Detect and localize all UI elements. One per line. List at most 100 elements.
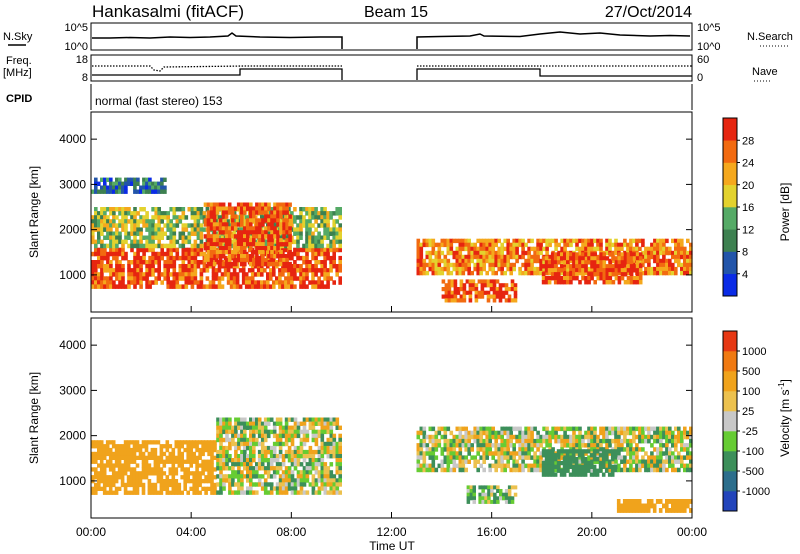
velocity-cell [428, 438, 433, 444]
velocity-cell [434, 434, 439, 440]
power-cell [154, 280, 158, 285]
velocity-cell [219, 478, 223, 483]
power-cell [199, 247, 204, 253]
velocity-cell [266, 470, 271, 475]
velocity-cell [539, 438, 543, 444]
power-cell [332, 211, 336, 216]
power-cell [235, 264, 240, 269]
velocity-cell [165, 444, 170, 449]
velocity-cell [296, 462, 301, 467]
velocity-cell [515, 463, 519, 469]
power-cell [172, 243, 177, 249]
velocity-cell [646, 508, 651, 513]
velocity-cell [159, 447, 164, 453]
power-cell [127, 211, 131, 216]
power-cell [547, 260, 552, 265]
power-cell [103, 247, 107, 253]
power-cell [124, 235, 128, 240]
velocity-cell [638, 438, 642, 444]
velocity-cell [147, 467, 152, 472]
power-cell [130, 223, 134, 228]
velocity-cell [225, 425, 229, 430]
power-cell [290, 276, 294, 281]
velocity-cell [198, 463, 202, 468]
velocity-cell [108, 451, 113, 457]
velocity-cell [524, 430, 528, 436]
power-cell [270, 230, 274, 235]
velocity-cell [461, 434, 466, 440]
power-cell [121, 276, 125, 281]
velocity-cell [171, 479, 176, 484]
power-cell [593, 268, 597, 273]
velocity-cell [231, 466, 235, 471]
velocity-cell [308, 449, 313, 455]
power-cell [250, 272, 255, 277]
power-cell [447, 283, 452, 288]
velocity-cell [524, 451, 528, 456]
velocity-cell [249, 486, 253, 491]
velocity-cell [129, 482, 134, 488]
power-cell [623, 268, 628, 273]
power-cell [100, 272, 104, 277]
power-cell [302, 243, 306, 249]
velocity-cell [338, 470, 342, 475]
power-cell [556, 256, 561, 261]
power-cell [227, 254, 232, 259]
velocity-cell [326, 437, 331, 443]
velocity-cell [568, 460, 573, 466]
velocity-cell [252, 482, 256, 487]
velocity-cell [237, 421, 241, 426]
power-cell [190, 243, 195, 249]
power-cell [224, 230, 229, 235]
power-cell [288, 246, 292, 251]
velocity-cell [601, 464, 606, 469]
velocity-cell [326, 449, 331, 455]
velocity-cell [530, 430, 534, 436]
power-cell [611, 268, 616, 273]
velocity-cell [683, 434, 687, 440]
velocity-cell [126, 467, 131, 472]
power-cell [677, 262, 681, 268]
power-cell [608, 276, 613, 281]
power-cell [205, 207, 210, 212]
velocity-cell [284, 486, 289, 491]
velocity-cell [272, 486, 277, 491]
velocity-cell [464, 438, 468, 444]
velocity-cell [165, 447, 170, 453]
velocity-cell [437, 463, 442, 469]
power-cell [590, 238, 594, 244]
velocity-cell [563, 438, 567, 444]
velocity-cell [243, 433, 247, 439]
power-cell [106, 185, 110, 190]
power-cell [441, 279, 446, 284]
power-cell [196, 280, 201, 285]
velocity-cell [637, 503, 642, 509]
velocity-cell [512, 451, 516, 456]
velocity-cell [222, 425, 226, 430]
velocity-cell [207, 467, 211, 472]
velocity-cell [210, 467, 214, 472]
velocity-cell [515, 459, 519, 464]
velocity-cell [689, 455, 693, 460]
velocity-cell [637, 508, 642, 513]
velocity-cell [305, 466, 310, 471]
power-cell [199, 207, 204, 212]
power-cell [244, 280, 249, 285]
power-cell [218, 250, 223, 255]
power-cell [97, 251, 101, 257]
power-cell [148, 260, 152, 265]
power-cell [450, 290, 455, 295]
power-cell [112, 247, 116, 253]
velocity-cell [263, 466, 268, 471]
velocity-cell [653, 467, 657, 473]
velocity-cell [554, 426, 558, 432]
velocity-cell [680, 434, 684, 440]
power-cell [97, 219, 101, 224]
velocity-cell [656, 455, 660, 460]
power-cell [94, 219, 98, 224]
velocity-cell [299, 429, 304, 435]
velocity-cell [680, 459, 684, 464]
power-cell [566, 260, 570, 265]
power-cell [151, 251, 155, 257]
ytick-label: 1000 [59, 474, 86, 488]
